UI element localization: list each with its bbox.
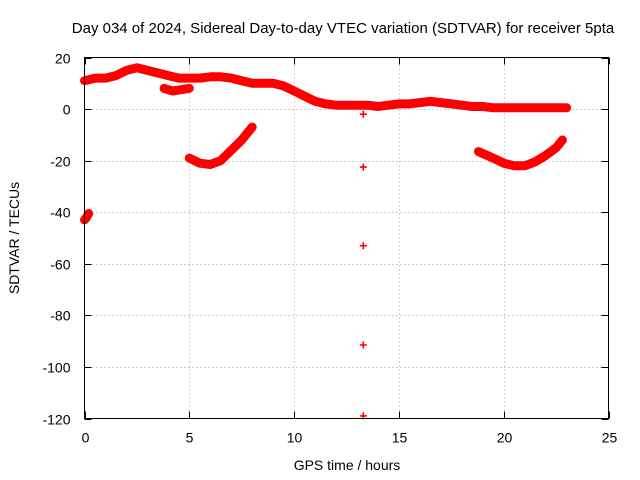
y-tick-label: 0 [63, 102, 71, 118]
data-point [227, 146, 236, 155]
data-point [342, 101, 351, 110]
data-point [279, 81, 288, 90]
y-tick-label: -40 [50, 205, 70, 221]
y-tick-label: -100 [42, 360, 70, 376]
data-point [153, 69, 162, 77]
outlier-point [359, 163, 367, 171]
data-point [405, 99, 414, 108]
data-point [474, 147, 483, 156]
data-point [185, 154, 194, 163]
data-point [300, 92, 309, 101]
data-point [373, 102, 382, 111]
data-point [227, 74, 236, 83]
data-point [332, 101, 340, 110]
data-point [91, 74, 99, 83]
data-point [489, 154, 498, 163]
data-point [394, 99, 403, 108]
x-axis-ticks: 0 5 10 15 20 25 [82, 57, 618, 446]
data-point [531, 157, 540, 166]
data-point [321, 99, 330, 108]
data-point [185, 74, 194, 83]
data-point [468, 102, 477, 111]
data-point [478, 102, 487, 111]
plot-frame [84, 57, 609, 419]
x-axis-label: GPS time / hours [294, 457, 401, 473]
data-point [258, 79, 267, 88]
data-point [426, 97, 435, 106]
y-tick-label: 20 [55, 51, 71, 67]
data-point [290, 87, 299, 95]
data-point [160, 84, 169, 93]
data-point [558, 136, 567, 144]
data-point [436, 98, 445, 107]
data-point [457, 101, 466, 110]
y-axis-label: SDTVAR / TECUs [6, 182, 22, 294]
y-tick-label: -60 [50, 257, 70, 273]
data-point [384, 101, 393, 110]
y-tick-label: -120 [42, 412, 70, 428]
data-point [510, 161, 519, 170]
data-point [552, 143, 561, 152]
data-series [80, 63, 572, 420]
data-point [84, 209, 93, 218]
data-point [248, 123, 257, 132]
data-point [168, 87, 177, 95]
x-tick-label: 25 [602, 430, 618, 446]
data-point [447, 99, 456, 108]
data-point [541, 103, 550, 112]
data-point [237, 76, 246, 85]
data-point [164, 71, 173, 80]
data-point [520, 161, 529, 170]
data-point [499, 103, 508, 112]
x-tick-label: 20 [497, 430, 513, 446]
chart-title: Day 034 of 2024, Sidereal Day-to-day VTE… [72, 20, 615, 37]
data-point [510, 103, 519, 112]
data-point [269, 79, 278, 88]
data-point [132, 63, 141, 72]
y-axis-ticks: 20 0 -20 -40 -60 -80 -100 -120 [42, 51, 609, 428]
data-point [195, 159, 204, 168]
outlier-point [359, 242, 367, 250]
data-point [248, 79, 257, 88]
y-tick-label: -20 [50, 154, 70, 170]
x-tick-label: 10 [287, 430, 303, 446]
data-point [174, 74, 183, 83]
data-point [311, 97, 320, 106]
data-point [237, 136, 246, 144]
x-tick-label: 0 [82, 430, 90, 446]
data-point [541, 151, 550, 160]
data-point [499, 159, 508, 168]
y-tick-label: -80 [50, 308, 70, 324]
data-point [562, 103, 571, 112]
data-point [176, 85, 185, 94]
data-point [531, 103, 540, 112]
data-point [353, 101, 361, 110]
x-tick-label: 5 [186, 430, 194, 446]
data-point [206, 72, 215, 81]
outlier-point [359, 341, 367, 349]
data-point [216, 156, 225, 165]
data-point [415, 98, 424, 107]
data-point [216, 72, 225, 81]
data-point [143, 66, 152, 75]
data-point [101, 74, 110, 83]
data-point [520, 103, 529, 112]
data-point [552, 103, 561, 112]
series-lower-segment-a [159, 83, 194, 96]
data-point [111, 71, 120, 80]
data-point [195, 74, 204, 83]
x-tick-label: 15 [392, 430, 408, 446]
data-point [363, 101, 372, 110]
data-point [185, 84, 194, 93]
outlier-point [359, 110, 367, 118]
series-arc-2 [474, 135, 567, 171]
data-point [122, 66, 131, 75]
data-point [206, 160, 215, 169]
data-point [489, 103, 498, 112]
